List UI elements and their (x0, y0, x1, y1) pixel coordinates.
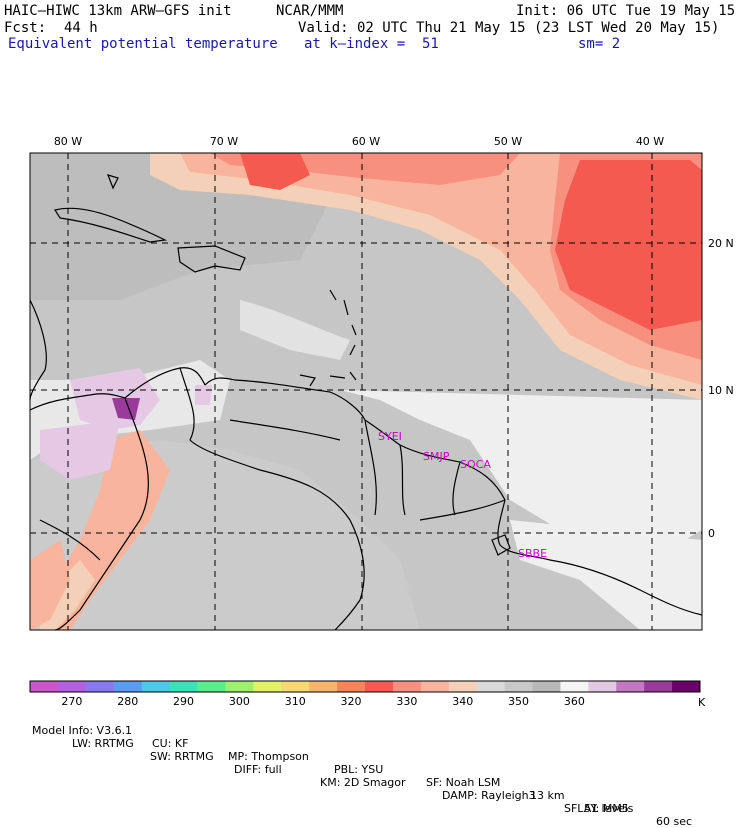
colorbar-tick-label: 300 (229, 695, 250, 708)
colorbar-swatch (672, 681, 701, 692)
lat-label-10n: 10 N (708, 384, 734, 397)
colorbar-swatch (532, 681, 561, 692)
colorbar-swatch (420, 681, 450, 692)
pbl-scheme: PBL: YSU (334, 763, 384, 776)
lon-label-50w: 50 W (494, 135, 522, 148)
colorbar-swatch (169, 681, 198, 692)
colorbar-swatch (476, 681, 506, 692)
diffusion-option: DIFF: full (234, 763, 282, 776)
colorbar-swatch (644, 681, 673, 692)
colorbar-unit: K (698, 696, 706, 709)
station-soca: SOCA (460, 458, 491, 471)
longwave-scheme: LW: RRTMG (72, 737, 134, 750)
field-name: Equivalent potential temperature (8, 36, 278, 52)
valid-time: Valid: 02 UTC Thu 21 May 15 (23 LST Wed … (298, 20, 720, 36)
model-title: HAIC–HIWC 13km ARW–GFS init (4, 3, 232, 19)
map-frame (29, 152, 703, 631)
colorbar-tick-label: 330 (396, 695, 417, 708)
station-sbbe: SBBE (518, 547, 547, 560)
footer-line-2: LW: RRTMG SW: RRTMG DIFF: full KM: 2D Sm… (32, 724, 629, 815)
colorbar-swatch (30, 681, 59, 692)
colorbar-swatch (504, 681, 533, 692)
colorbar-tick-label: 290 (173, 695, 194, 708)
cumulus-scheme: CU: KF (152, 737, 189, 750)
lon-label-80w: 80 W (54, 135, 82, 148)
lon-label-40w: 40 W (636, 135, 664, 148)
colorbar-tick-label: 360 (564, 695, 585, 708)
smoothing: sm= 2 (578, 36, 621, 52)
graticule (30, 153, 702, 630)
colorbar-tick-label: 340 (452, 695, 473, 708)
surface-layer-option: SFLAY: MM5 (564, 802, 629, 815)
colorbar-swatch (365, 681, 394, 692)
station-syei: SYEI (378, 430, 402, 443)
lat-label-0: 0 (708, 527, 715, 540)
theta-e-field (30, 153, 702, 630)
colorbar-tick-label: 350 (508, 695, 529, 708)
colorbar-tick-label: 270 (61, 695, 82, 708)
surface-scheme: SF: Noah LSM (426, 776, 501, 789)
colorbar-swatch (448, 681, 478, 692)
colorbar-swatch (560, 681, 589, 692)
forecast-label: Fcst: (4, 20, 47, 36)
colorbar-swatch (57, 681, 87, 692)
microphysics-scheme: MP: Thompson (228, 750, 309, 763)
lon-label-70w: 70 W (210, 135, 238, 148)
colorbar-swatch (141, 681, 171, 692)
lon-label-60w: 60 W (352, 135, 380, 148)
k-index: at k–index = 51 (304, 36, 439, 52)
colorbar-swatch (85, 681, 115, 692)
colorbar-swatch (588, 681, 617, 692)
colorbar-swatch (309, 681, 338, 692)
colorbar-swatch (337, 681, 366, 692)
colorbar-swatch (616, 681, 645, 692)
damping-option: DAMP: Rayleigh3 (442, 789, 536, 802)
lat-label-20n: 20 N (708, 237, 734, 250)
forecast-hour: 44 h (64, 20, 98, 36)
colorbar-tick-label: 280 (117, 695, 138, 708)
colorbar-swatch (253, 681, 282, 692)
station-smjp: SMJP (423, 450, 450, 463)
colorbar-swatch (392, 681, 422, 692)
colorbar-swatch (113, 681, 143, 692)
colorbar (29, 680, 701, 693)
colorbar-swatch (225, 681, 254, 692)
org-label: NCAR/MMM (276, 3, 344, 19)
colorbar-swatch (197, 681, 226, 692)
init-time: Init: 06 UTC Tue 19 May 15 (516, 3, 736, 19)
km-option: KM: 2D Smagor (320, 776, 406, 789)
model-version: Model Info: V3.6.1 (32, 724, 133, 737)
colorbar-frame (29, 680, 701, 693)
colorbar-swatch (281, 681, 310, 692)
shortwave-scheme: SW: RRTMG (150, 750, 214, 763)
colorbar-ticks: 270 280 290 300 310 320 330 340 350 360 (61, 695, 585, 708)
timestep: 60 sec (656, 815, 693, 828)
colorbar-tick-label: 310 (285, 695, 306, 708)
colorbar-tick-label: 320 (341, 695, 362, 708)
coastlines (29, 174, 703, 631)
map-canvas: SYEI SMJP SOCA SBBE 80 W 70 W 60 W 50 W … (29, 135, 734, 709)
